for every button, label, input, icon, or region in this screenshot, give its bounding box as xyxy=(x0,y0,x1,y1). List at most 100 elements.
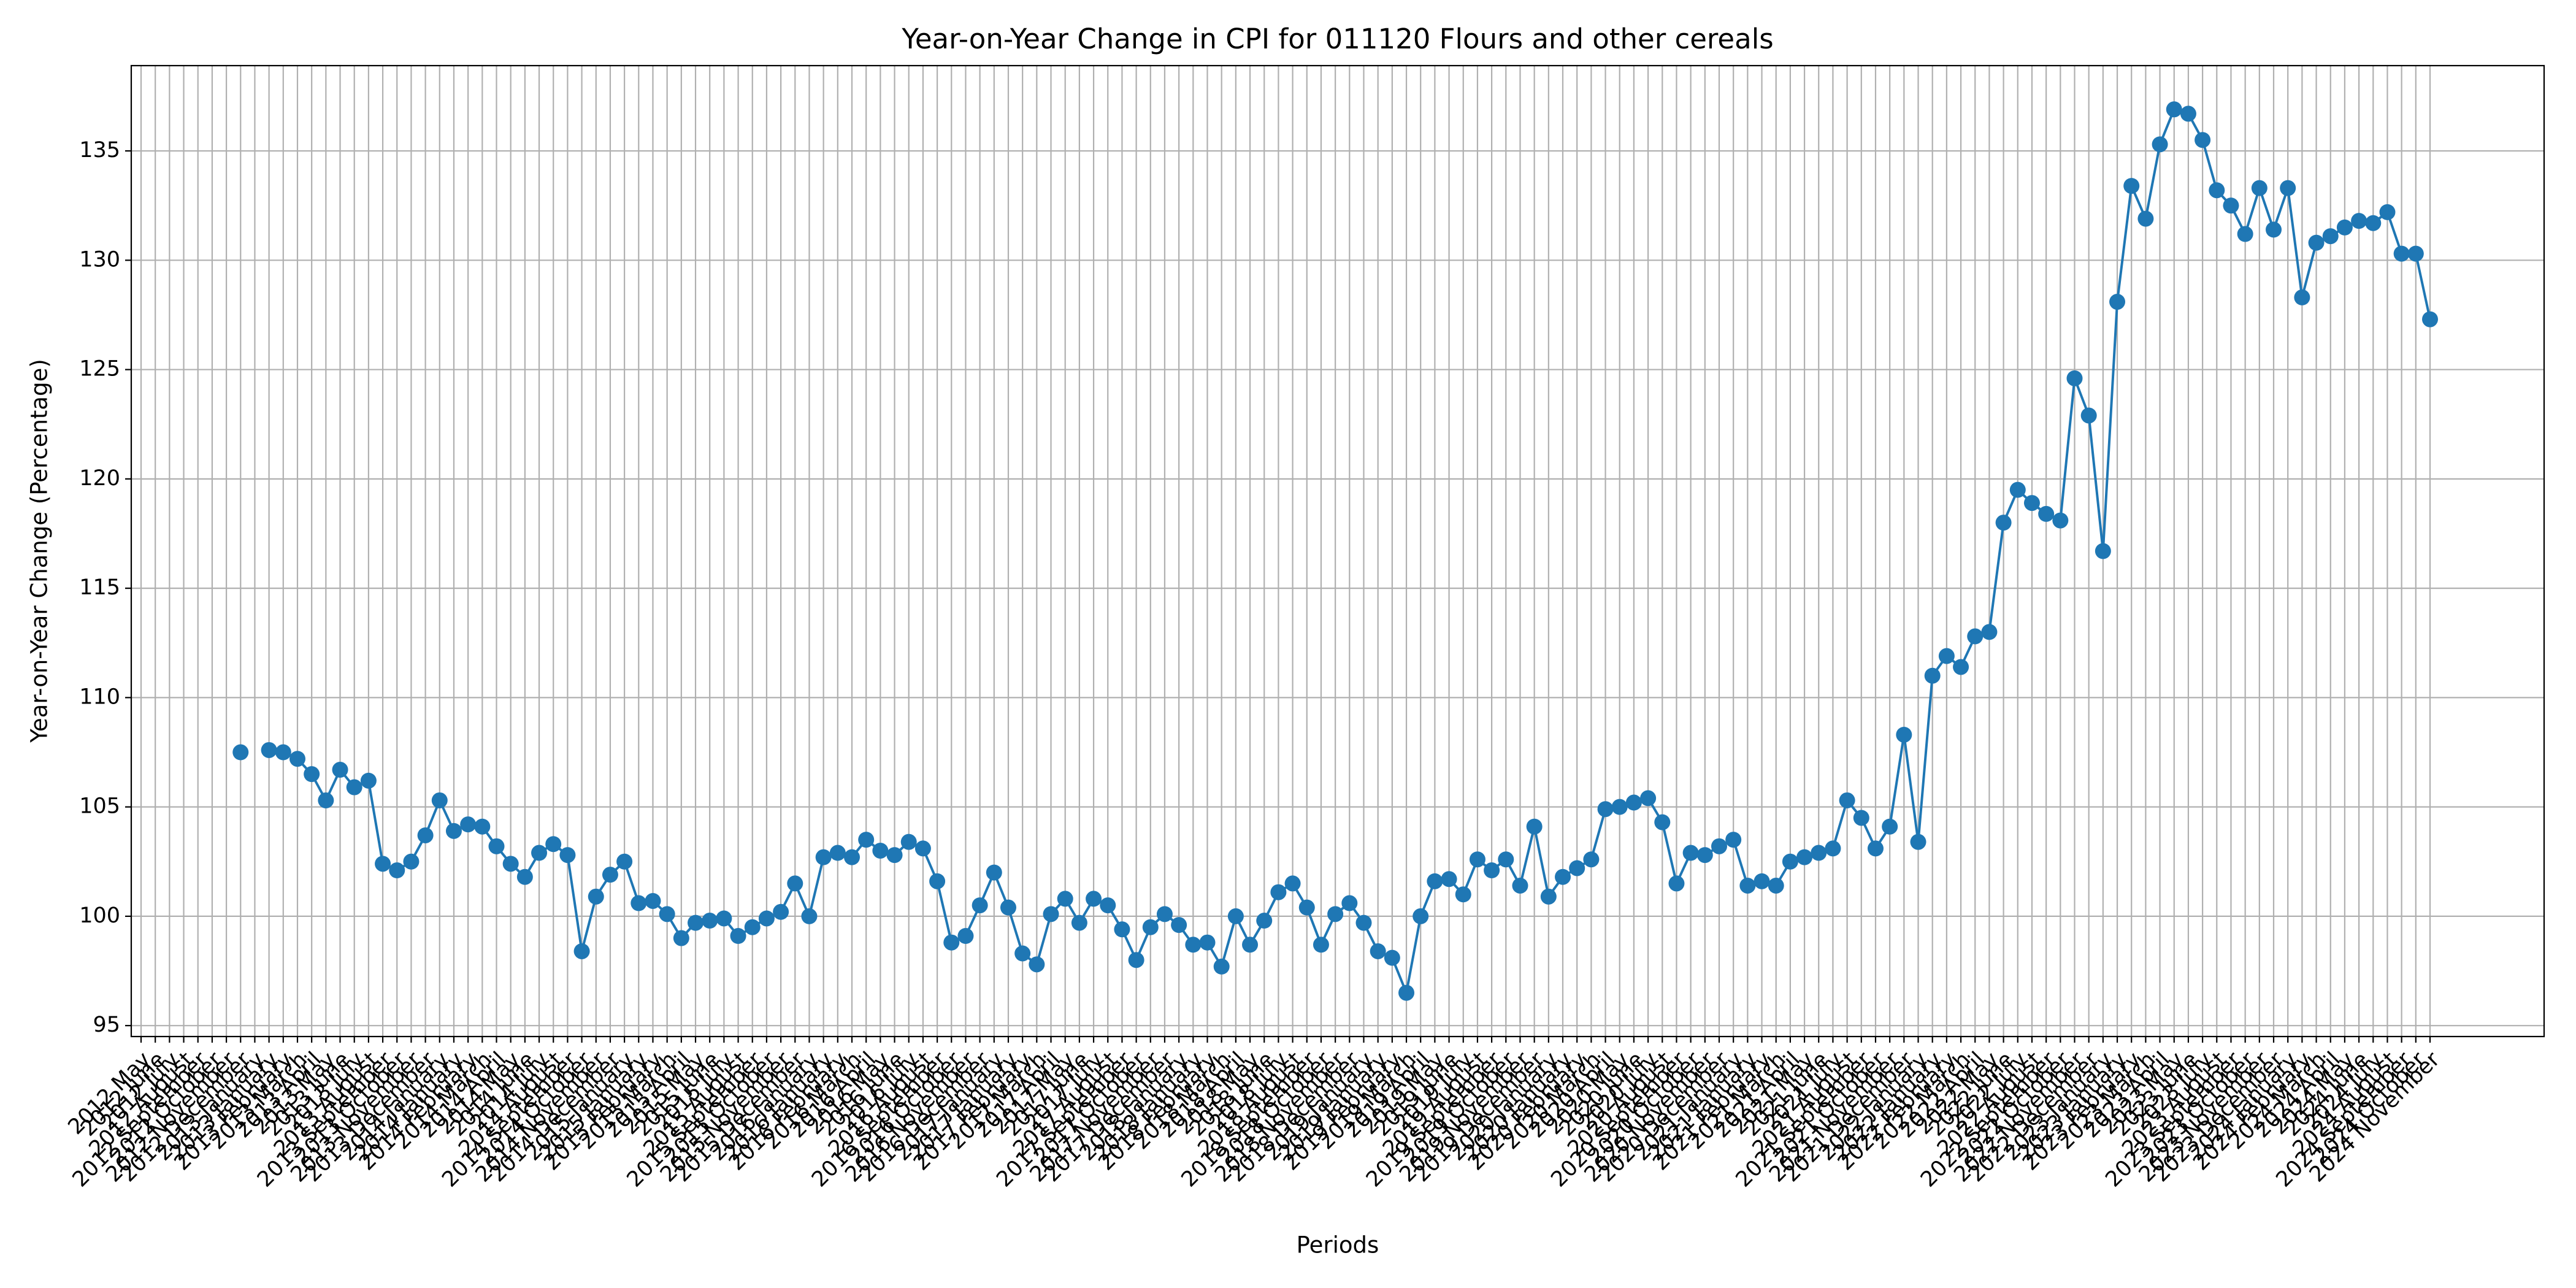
data-point xyxy=(1484,862,1500,879)
data-point xyxy=(1953,659,1969,675)
data-point xyxy=(2095,543,2111,559)
y-tick-label: 95 xyxy=(93,1013,120,1037)
data-point xyxy=(1526,818,1543,835)
y-tick-label: 105 xyxy=(79,794,120,819)
data-point xyxy=(1156,906,1173,922)
data-point xyxy=(1696,847,1713,864)
data-point xyxy=(389,862,405,879)
data-point xyxy=(1625,794,1642,811)
data-point xyxy=(914,840,931,857)
data-point xyxy=(445,822,462,839)
data-point xyxy=(1370,943,1386,959)
data-point xyxy=(431,792,448,808)
data-point xyxy=(474,818,491,835)
data-point xyxy=(602,867,618,883)
data-point xyxy=(1057,891,1073,907)
data-point xyxy=(2422,311,2438,328)
data-point xyxy=(872,842,889,859)
data-point xyxy=(2209,182,2225,199)
data-point xyxy=(1611,799,1628,815)
data-point xyxy=(1114,921,1130,938)
data-point xyxy=(2322,228,2339,245)
data-point xyxy=(1540,888,1557,905)
data-point xyxy=(1711,838,1727,854)
data-point xyxy=(1086,891,1102,907)
data-point xyxy=(829,845,846,861)
data-point xyxy=(275,744,291,761)
data-point xyxy=(673,930,689,946)
data-point xyxy=(1199,934,1216,951)
data-point xyxy=(261,742,277,758)
data-point xyxy=(815,849,832,865)
data-point xyxy=(2109,294,2126,310)
data-point xyxy=(2137,210,2154,227)
data-point xyxy=(2237,226,2253,242)
data-point xyxy=(631,895,647,911)
data-point xyxy=(1512,877,1528,894)
data-point xyxy=(1896,726,1912,743)
data-point xyxy=(1298,899,1315,916)
y-tick-label: 135 xyxy=(79,138,120,163)
data-point xyxy=(1867,840,1884,857)
data-point xyxy=(2152,136,2168,153)
data-point xyxy=(2294,289,2310,305)
data-point xyxy=(2009,481,2026,498)
data-point xyxy=(1796,849,1813,865)
data-point xyxy=(502,856,519,872)
data-point xyxy=(289,751,305,767)
data-point xyxy=(1967,628,1984,645)
data-point xyxy=(2223,197,2239,214)
data-point xyxy=(360,772,377,789)
data-point xyxy=(1754,873,1770,889)
data-point xyxy=(702,913,718,929)
data-point xyxy=(1256,913,1273,929)
data-point xyxy=(2407,245,2424,262)
data-point xyxy=(332,762,348,778)
data-point xyxy=(2266,221,2282,238)
data-point xyxy=(460,816,477,833)
data-point xyxy=(588,888,604,905)
data-point xyxy=(1938,648,1955,664)
y-axis-label: Year-on-Year Change (Percentage) xyxy=(26,359,53,743)
data-point xyxy=(787,875,803,892)
data-point xyxy=(886,847,903,864)
data-point xyxy=(900,834,917,850)
data-point xyxy=(1839,792,1855,808)
y-tick-label: 125 xyxy=(79,357,120,381)
data-point xyxy=(773,903,789,920)
data-point xyxy=(2251,180,2267,196)
data-point xyxy=(232,744,249,761)
data-point xyxy=(1725,832,1742,848)
data-point xyxy=(1014,945,1031,962)
data-point xyxy=(2166,101,2182,118)
data-point xyxy=(1924,667,1941,684)
data-point xyxy=(659,906,675,922)
plot-frame xyxy=(130,64,2545,1038)
data-point xyxy=(1882,818,1898,835)
data-point xyxy=(1100,897,1116,914)
data-point xyxy=(2123,178,2140,194)
data-point xyxy=(1441,871,1457,887)
data-point xyxy=(2308,234,2325,251)
data-point xyxy=(1313,937,1329,953)
y-tick-label: 120 xyxy=(79,466,120,491)
data-point xyxy=(1270,884,1287,900)
data-point xyxy=(1128,952,1144,968)
data-point xyxy=(1213,958,1230,975)
data-point xyxy=(488,838,505,854)
data-point xyxy=(730,927,746,944)
data-point xyxy=(1583,851,1600,868)
data-point xyxy=(1668,875,1685,892)
data-point xyxy=(2365,215,2382,231)
data-point xyxy=(957,927,974,944)
data-point xyxy=(844,849,861,865)
data-point xyxy=(516,868,533,885)
data-point xyxy=(1185,937,1202,953)
data-point xyxy=(972,897,988,914)
x-axis-label: Periods xyxy=(1297,1232,1379,1259)
data-point xyxy=(1825,840,1841,857)
data-point xyxy=(1341,895,1358,911)
data-point xyxy=(1455,886,1471,903)
data-point xyxy=(2393,245,2410,262)
